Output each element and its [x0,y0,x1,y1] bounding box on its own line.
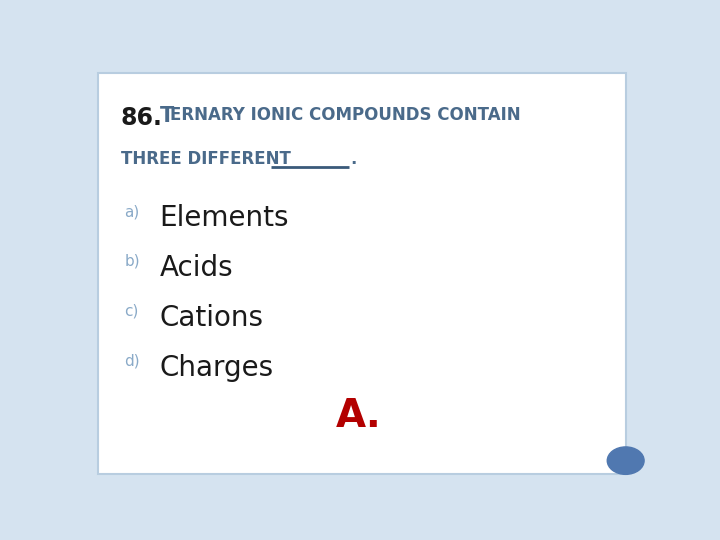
Text: .: . [350,150,356,168]
Text: ERNARY IONIC COMPOUNDS CONTAIN: ERNARY IONIC COMPOUNDS CONTAIN [170,106,521,124]
Text: a): a) [125,204,140,219]
Circle shape [607,447,644,474]
Text: 86.: 86. [121,106,163,130]
Text: Elements: Elements [160,204,289,232]
Text: THREE DIFFERENT: THREE DIFFERENT [121,150,291,168]
Text: Charges: Charges [160,354,274,382]
Text: c): c) [125,304,139,319]
FancyBboxPatch shape [99,73,626,474]
Text: d): d) [125,354,140,369]
Text: T: T [160,106,174,126]
Text: Cations: Cations [160,304,264,332]
Text: Acids: Acids [160,254,233,282]
Text: A.: A. [336,397,382,435]
Text: b): b) [125,254,140,269]
